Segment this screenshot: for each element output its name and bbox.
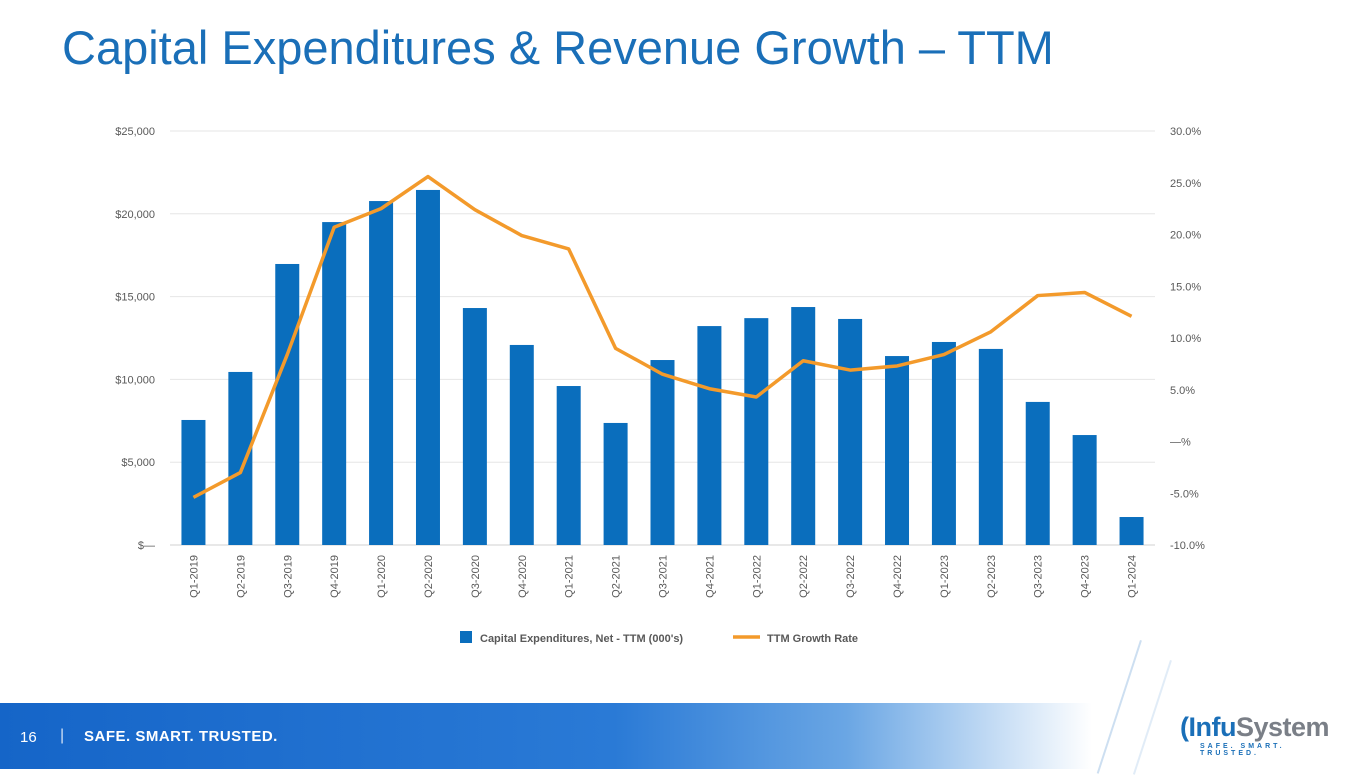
right-axis-tick-label: 15.0% bbox=[1170, 281, 1201, 293]
x-axis-tick-label: Q2-2020 bbox=[423, 555, 435, 598]
bar bbox=[744, 318, 768, 545]
x-axis-tick-label: Q4-2019 bbox=[329, 555, 341, 598]
x-axis-tick-label: Q1-2023 bbox=[939, 555, 951, 598]
x-axis-tick-label: Q1-2021 bbox=[564, 555, 576, 598]
legend-bar-label: Capital Expenditures, Net - TTM (000's) bbox=[480, 633, 683, 645]
bar bbox=[651, 360, 675, 545]
bar bbox=[369, 201, 393, 545]
logo-tagline: SAFE. SMART. TRUSTED. bbox=[1200, 743, 1330, 757]
x-axis-tick-label: Q1-2022 bbox=[751, 555, 763, 598]
x-axis-tick-label: Q2-2019 bbox=[235, 555, 247, 598]
x-axis-tick-label: Q1-2019 bbox=[188, 555, 200, 598]
x-axis-tick-label: Q2-2023 bbox=[986, 555, 998, 598]
bar bbox=[510, 345, 534, 545]
x-axis-tick-label: Q4-2023 bbox=[1080, 555, 1092, 598]
left-axis-tick-label: $20,000 bbox=[115, 209, 155, 221]
bar bbox=[322, 222, 346, 545]
bar bbox=[979, 349, 1003, 545]
right-axis-tick-label: 20.0% bbox=[1170, 230, 1201, 242]
legend-line-label: TTM Growth Rate bbox=[767, 633, 858, 645]
right-axis-tick-label: 5.0% bbox=[1170, 385, 1195, 397]
footer-separator: | bbox=[60, 727, 64, 745]
x-axis-tick-label: Q4-2022 bbox=[892, 555, 904, 598]
footer-tagline: SAFE. SMART. TRUSTED. bbox=[84, 728, 278, 745]
x-axis-tick-label: Q3-2022 bbox=[845, 555, 857, 598]
left-axis-tick-label: $10,000 bbox=[115, 374, 155, 386]
x-axis-tick-label: Q3-2021 bbox=[658, 555, 670, 598]
left-axis-tick-label: $— bbox=[138, 540, 155, 552]
bar bbox=[416, 190, 440, 545]
right-axis-tick-label: 10.0% bbox=[1170, 333, 1201, 345]
x-axis-tick-label: Q4-2020 bbox=[517, 555, 529, 598]
x-axis-tick-label: Q3-2019 bbox=[282, 555, 294, 598]
bar bbox=[791, 307, 815, 545]
bar bbox=[697, 326, 721, 545]
x-axis-tick-label: Q1-2020 bbox=[376, 555, 388, 598]
logo-name: (InfuSystem bbox=[1180, 712, 1330, 743]
bar bbox=[1026, 402, 1050, 545]
combo-chart: $— $5,000 $10,000 $15,000 $20,000 $25,000 -10.… bbox=[0, 0, 1365, 700]
x-axis-tick-label: Q3-2020 bbox=[470, 555, 482, 598]
right-axis-tick-label: 25.0% bbox=[1170, 178, 1201, 190]
right-axis-tick-label: 30.0% bbox=[1170, 126, 1201, 138]
left-axis-tick-label: $25,000 bbox=[115, 126, 155, 138]
x-axis-tick-label: Q1-2024 bbox=[1127, 555, 1139, 598]
bar bbox=[228, 372, 252, 545]
bar bbox=[1120, 517, 1144, 545]
infusystem-logo: (InfuSystem SAFE. SMART. TRUSTED. bbox=[1180, 712, 1330, 757]
bar bbox=[604, 423, 628, 545]
bar bbox=[275, 264, 299, 545]
bar bbox=[557, 386, 581, 545]
legend-bar-swatch bbox=[460, 631, 472, 643]
left-axis-tick-label: $15,000 bbox=[115, 292, 155, 304]
bar bbox=[838, 319, 862, 545]
bar bbox=[885, 356, 909, 545]
x-axis-tick-label: Q4-2021 bbox=[704, 555, 716, 598]
x-axis-tick-label: Q2-2022 bbox=[798, 555, 810, 598]
x-axis-tick-label: Q3-2023 bbox=[1033, 555, 1045, 598]
bar bbox=[932, 342, 956, 545]
x-axis-tick-label: Q2-2021 bbox=[611, 555, 623, 598]
bar bbox=[181, 420, 205, 545]
bar bbox=[463, 308, 487, 545]
page-number: 16 bbox=[20, 729, 37, 746]
left-axis-tick-label: $5,000 bbox=[121, 457, 155, 469]
right-axis-tick-label: —% bbox=[1170, 437, 1191, 449]
bar bbox=[1073, 435, 1097, 545]
right-axis-tick-label: -5.0% bbox=[1170, 488, 1199, 500]
right-axis-tick-label: -10.0% bbox=[1170, 540, 1205, 552]
